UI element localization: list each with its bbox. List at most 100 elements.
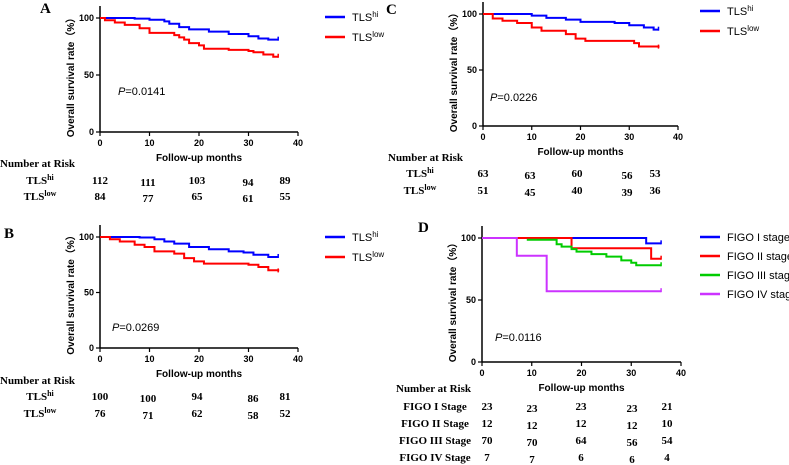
risk-value: 56 [622,170,634,182]
legend-entry: FIGO IV stage [727,289,789,301]
survival-curve-0 [100,17,279,41]
risk-value: 56 [627,437,639,449]
risk-value: 23 [482,401,494,413]
panel-b: B 0 10 20 30 40 0 50 100 Follow-up months Overall … [0,225,384,422]
y-tick-label: 100 [79,13,94,23]
survival-curve-1 [100,236,280,272]
x-tick-label: 10 [527,368,537,378]
risk-value: 12 [627,420,639,432]
risk-value: 23 [576,401,588,413]
risk-value: 10 [662,418,674,430]
risk-value: 21 [662,401,673,413]
y-tick-label: 50 [84,288,94,298]
legend-entry: FIGO I stage [727,232,789,244]
y-tick-label: 50 [84,70,94,80]
risk-value: 63 [525,170,537,182]
risk-value: 12 [527,420,539,432]
x-tick-label: 30 [243,138,253,148]
y-tick-label: 100 [462,9,477,19]
panel-c: C 0 10 20 30 40 0 50 100 Follow-up months Overall … [386,2,759,199]
risk-value: 23 [527,403,539,415]
risk-row-label: FIGO I Stage [403,401,467,413]
risk-value: 70 [527,437,539,449]
legend-entry: TLShi [352,230,379,244]
legend-entry: FIGO III stage [727,270,789,282]
panel-a: A 0 10 20 30 40 0 50 100 Follow-up months Overall … [0,1,384,205]
y-axis-label: Overall survival rate（%） [64,230,77,355]
p-value: P=0.0116 [495,332,542,344]
risk-value: 40 [572,185,584,197]
risk-value: 53 [650,168,662,180]
risk-table-title: Number at Risk [388,152,464,164]
risk-value: 62 [192,408,204,420]
risk-value: 63 [478,168,490,180]
x-tick-label: 20 [575,132,585,142]
x-tick-label: 40 [293,138,303,148]
risk-value: 84 [95,191,107,203]
panel-label: C [386,2,397,18]
x-tick-label: 10 [144,354,154,364]
x-axis-label: Follow-up months [537,147,624,158]
x-tick-label: 40 [293,354,303,364]
y-axis-label: Overall survival rate（%） [64,13,77,138]
risk-row-label: FIGO IV Stage [399,452,470,464]
risk-value: 54 [662,435,674,447]
x-tick-label: 40 [673,132,683,142]
risk-value: 60 [572,168,584,180]
legend-entry: TLShi [727,4,754,18]
x-tick-label: 40 [676,368,686,378]
survival-curve-1 [483,13,660,48]
risk-value: 4 [664,452,670,464]
panel-label: D [418,220,429,236]
survival-curve-0 [483,13,659,31]
risk-value: 51 [478,185,489,197]
x-tick-label: 30 [243,354,253,364]
x-axis-label: Follow-up months [156,369,243,380]
x-tick-label: 20 [194,354,204,364]
risk-row-label: TLShi [26,389,54,403]
survival-curve-1 [100,17,279,58]
legend-entry: TLSlow [352,30,384,44]
p-value: P=0.0226 [490,92,537,104]
y-tick-label: 0 [89,343,94,353]
x-tick-label: 20 [576,368,586,378]
risk-value: 45 [525,187,537,199]
y-tick-label: 0 [471,357,476,367]
risk-value: 111 [140,177,155,189]
x-tick-label: 20 [194,138,204,148]
x-axis-label: Follow-up months [538,383,625,394]
risk-value: 86 [248,393,260,405]
risk-value: 55 [280,191,292,203]
risk-value: 7 [529,454,535,465]
risk-value: 58 [248,410,260,422]
panel-label: A [40,1,51,17]
survival-curve-0 [100,236,279,258]
legend-entry: TLShi [352,10,379,24]
y-tick-label: 100 [461,233,476,243]
risk-value: 77 [143,193,155,205]
risk-value: 6 [578,452,584,464]
x-axis-label: Follow-up months [156,153,243,164]
risk-value: 70 [482,435,494,447]
y-axis-label: Overall survival rate（%） [446,238,459,363]
risk-value: 103 [189,175,206,187]
x-tick-label: 10 [144,138,154,148]
risk-value: 7 [484,452,490,464]
risk-value: 6 [629,454,635,465]
x-tick-label: 0 [480,132,485,142]
x-tick-label: 0 [479,368,484,378]
risk-value: 64 [576,435,588,447]
y-tick-label: 100 [79,232,94,242]
y-axis-label: Overall survival rate（%） [447,8,460,133]
legend-entry: FIGO II stage [727,251,789,263]
risk-table-title: Number at Risk [0,375,76,387]
p-value: P=0.0141 [118,86,165,98]
risk-value: 65 [192,191,204,203]
survival-curve-1 [482,237,662,260]
risk-value: 39 [622,187,634,199]
risk-value: 94 [243,177,255,189]
p-value: P=0.0269 [112,322,159,334]
risk-value: 12 [576,418,588,430]
y-tick-label: 0 [89,127,94,137]
